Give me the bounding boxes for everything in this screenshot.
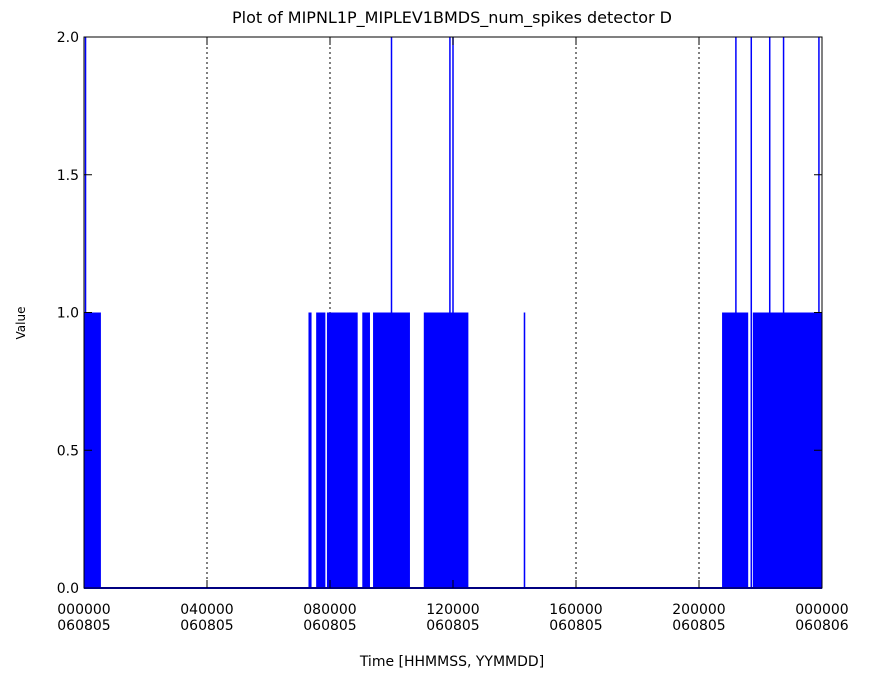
chart-title: Plot of MIPNL1P_MIPLEV1BMDS_num_spikes d…	[232, 8, 672, 28]
data-block	[326, 312, 358, 588]
y-axis-label: Value	[14, 307, 28, 340]
x-tick-label-time: 000000	[795, 602, 848, 618]
x-tick-label-date: 060805	[549, 618, 602, 634]
x-tick-label-date: 060805	[672, 618, 725, 634]
x-tick-label-date: 060805	[180, 618, 233, 634]
x-tick-label-date: 060805	[303, 618, 356, 634]
data-block	[362, 312, 370, 588]
data-block	[84, 312, 101, 588]
x-tick-label-date: 060805	[426, 618, 479, 634]
x-tick-label-time: 200000	[672, 602, 725, 618]
data-block	[423, 312, 469, 588]
x-tick-label-time: 040000	[180, 602, 233, 618]
x-tick-label-time: 000000	[57, 602, 110, 618]
data-block	[722, 312, 749, 588]
x-tick-label-date: 060806	[795, 618, 849, 634]
y-tick-label: 0.0	[57, 581, 79, 597]
y-tick-label: 1.5	[57, 168, 79, 184]
data-block	[316, 312, 326, 588]
y-tick-label: 1.0	[57, 306, 79, 322]
y-tick-label: 2.0	[57, 30, 79, 46]
x-tick-label-date: 060805	[57, 618, 110, 634]
y-tick-label: 0.5	[57, 443, 79, 459]
data-block	[308, 312, 312, 588]
x-tick-label-time: 120000	[426, 602, 479, 618]
data-block	[523, 312, 526, 588]
x-tick-label-time: 080000	[303, 602, 356, 618]
data-block	[752, 312, 822, 588]
x-axis-label: Time [HHMMSS, YYMMDD]	[359, 654, 544, 670]
x-tick-label-time: 160000	[549, 602, 602, 618]
data-series	[84, 37, 822, 589]
axis-ticks: 0.00.51.01.52.00000000608050400000608050…	[57, 30, 849, 634]
